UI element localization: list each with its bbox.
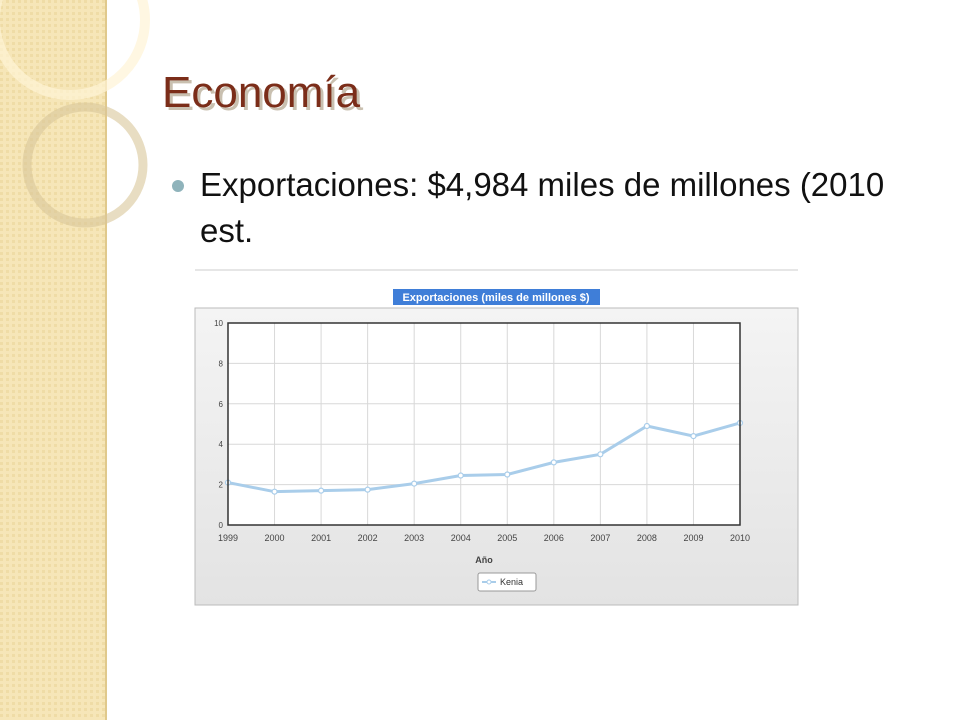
chart-title-bg <box>393 289 600 305</box>
x-tick-label: 2004 <box>451 533 471 543</box>
data-point <box>364 486 371 493</box>
decor-circle <box>0 0 150 100</box>
data-point <box>690 433 697 440</box>
legend-swatch-point <box>486 579 492 585</box>
y-tick-label: 2 <box>219 481 224 490</box>
legend-box <box>477 572 537 592</box>
x-tick-label: 2009 <box>683 533 703 543</box>
x-tick-label: 2003 <box>404 533 424 543</box>
x-tick-label: 2010 <box>730 533 750 543</box>
y-tick-label: 8 <box>219 359 224 368</box>
legend-label: Kenia <box>500 577 523 587</box>
x-tick-label: 2006 <box>544 533 564 543</box>
x-axis-label: Año <box>475 555 493 565</box>
series-line <box>227 421 741 494</box>
slide-title: Economía <box>162 68 361 117</box>
x-tick-label: 2008 <box>637 533 657 543</box>
title-shadow: Economía <box>165 71 364 120</box>
plot-frame <box>227 322 741 526</box>
x-tick-label: 2001 <box>311 533 331 543</box>
x-tick-label: 2000 <box>265 533 285 543</box>
x-tick-label: 2005 <box>497 533 517 543</box>
data-point <box>411 480 418 487</box>
data-point <box>457 472 464 479</box>
bullet-dot <box>172 180 184 192</box>
x-tick-label: 2002 <box>358 533 378 543</box>
data-point <box>271 488 278 495</box>
data-point <box>550 459 557 466</box>
x-tick-label: 2007 <box>590 533 610 543</box>
x-tick-label: 1999 <box>218 533 238 543</box>
legend: Kenia <box>477 572 537 592</box>
chart-title: Exportaciones (miles de millones $) <box>402 292 589 304</box>
plot-area <box>228 323 740 525</box>
y-tick-label: 10 <box>214 319 223 328</box>
data-point <box>504 471 511 478</box>
bullet-text: Exportaciones: $4,984 miles de millones … <box>200 166 885 249</box>
decor-circle <box>22 102 148 228</box>
data-point <box>597 451 604 458</box>
y-tick-label: 4 <box>219 440 224 449</box>
data-point <box>643 422 651 430</box>
y-tick-label: 0 <box>219 521 224 530</box>
y-tick-label: 6 <box>219 400 224 409</box>
data-point <box>317 487 325 494</box>
